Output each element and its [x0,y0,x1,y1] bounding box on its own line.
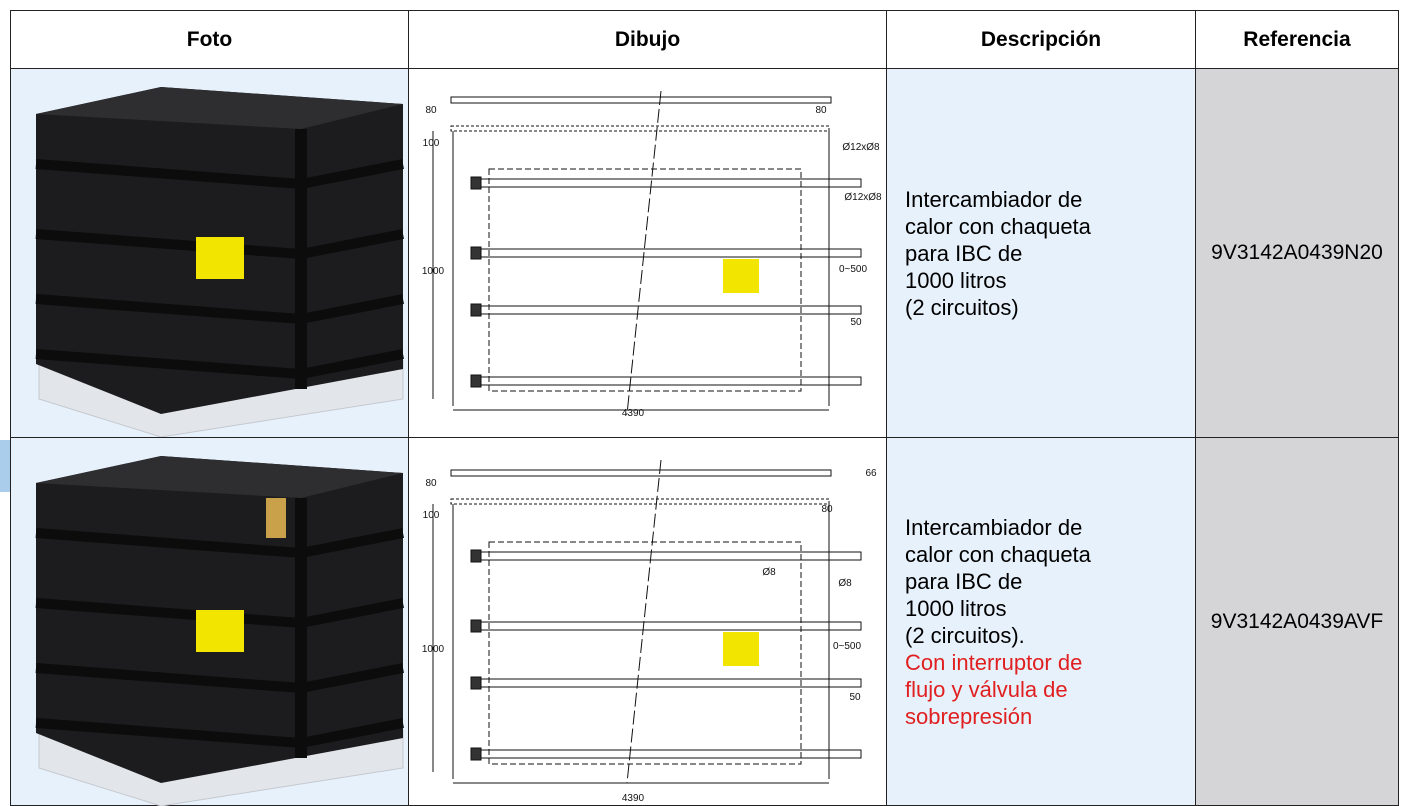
tube-end [470,176,482,190]
reference-cell: 9V3142A0439AVF [1195,437,1399,806]
reference: 9V3142A0439AVF [1210,609,1384,633]
dimension-label: 80 [821,504,833,515]
description-line: calor con chaqueta [905,541,1091,567]
drawing-cell: 80 66 100 80 Ø8 Ø8 1000 0~500 50 4390 [408,437,887,806]
photo-cell [10,68,409,438]
description-line: 1000 litros [905,595,1007,621]
description-line: (2 circuitos). [905,622,1025,648]
warning-label [196,610,244,652]
tube-end [470,747,482,761]
dimension-label: Ø12xØ8 [842,142,880,153]
header-text: Referencia [1243,27,1351,51]
top-bar [450,96,832,104]
dimension-label: 66 [865,468,877,479]
tube-end [470,676,482,690]
break-line [626,90,662,415]
dimension-label: 80 [425,105,437,116]
dimension-label: 50 [850,317,862,328]
photo-image [35,87,404,437]
inner-frame [488,541,802,765]
note-line: sobrepresión [905,703,1033,729]
dimension-label: 0~500 [833,641,862,652]
tube [470,551,862,561]
reference-cell: 9V3142A0439N20 [1195,68,1399,438]
description-cell: Intercambiador de calor con chaqueta para … [886,68,1196,438]
dimension-label: Ø12xØ8 [844,192,882,203]
dimension-label: 4390 [622,408,645,419]
tube-end [470,246,482,260]
tube [470,678,862,688]
technical-drawing: 80 66 100 80 Ø8 Ø8 1000 0~500 50 4390 [422,459,877,804]
description-line: para IBC de [905,568,1023,594]
tube [470,621,862,631]
photo-cell [10,437,409,806]
header-cell: Dibujo [408,10,887,69]
header-cell: Referencia [1195,10,1399,69]
frame-top [450,125,830,132]
dimension-label: 1000 [422,644,445,655]
dimension-label: 80 [425,478,437,489]
jacket-top [36,456,403,498]
tube [470,305,862,315]
description-cell: Intercambiador de calor con chaqueta para … [886,437,1196,806]
tube [470,248,862,258]
jacket-top [36,87,403,129]
tube-end [470,549,482,563]
dimension-label: 100 [423,510,440,521]
dimension-label: 1000 [422,266,445,277]
warning-label [723,632,759,666]
dimension-label: 80 [815,105,827,116]
description-line: Intercambiador de [905,186,1083,212]
dimension-label: 100 [423,138,440,149]
frame-top [450,498,830,505]
drawing-cell: 80 80 100 Ø12xØ8 Ø12xØ8 1000 0~500 50 4390 [408,68,887,438]
warning-label [196,237,244,279]
reference: 9V3142A0439N20 [1211,241,1383,264]
break-line [626,459,662,784]
warning-label [723,259,759,293]
description-line: 1000 litros [905,267,1007,293]
description-line: calor con chaqueta [905,213,1091,239]
note-line: flujo y válvula de [905,676,1068,702]
top-bar [450,469,832,477]
valve [266,498,286,538]
note-line: Con interruptor de [905,649,1083,675]
tube [470,376,862,386]
description-line: (2 circuitos) [905,294,1019,320]
description-line: Intercambiador de [905,514,1083,540]
dimension-label: 4390 [622,793,645,804]
side-tab [0,440,10,492]
technical-drawing: 80 80 100 Ø12xØ8 Ø12xØ8 1000 0~500 50 4390 [422,90,882,419]
header-cell: Descripción [886,10,1196,69]
header-text: Descripción [980,27,1102,51]
tube-end [470,374,482,388]
header-text: Foto [186,27,233,51]
dimension-label: Ø8 [762,567,776,578]
description-line: para IBC de [905,240,1023,266]
dimension-label: 0~500 [839,264,868,275]
tube-end [470,619,482,633]
dimension-label: Ø8 [838,578,852,589]
dimension-label: 50 [849,692,861,703]
tube [470,749,862,759]
header-cell: Foto [10,10,409,69]
inner-frame [488,168,802,392]
tube [470,178,862,188]
photo-image [35,456,404,806]
header-text: Dibujo [614,27,681,51]
tube-end [470,303,482,317]
